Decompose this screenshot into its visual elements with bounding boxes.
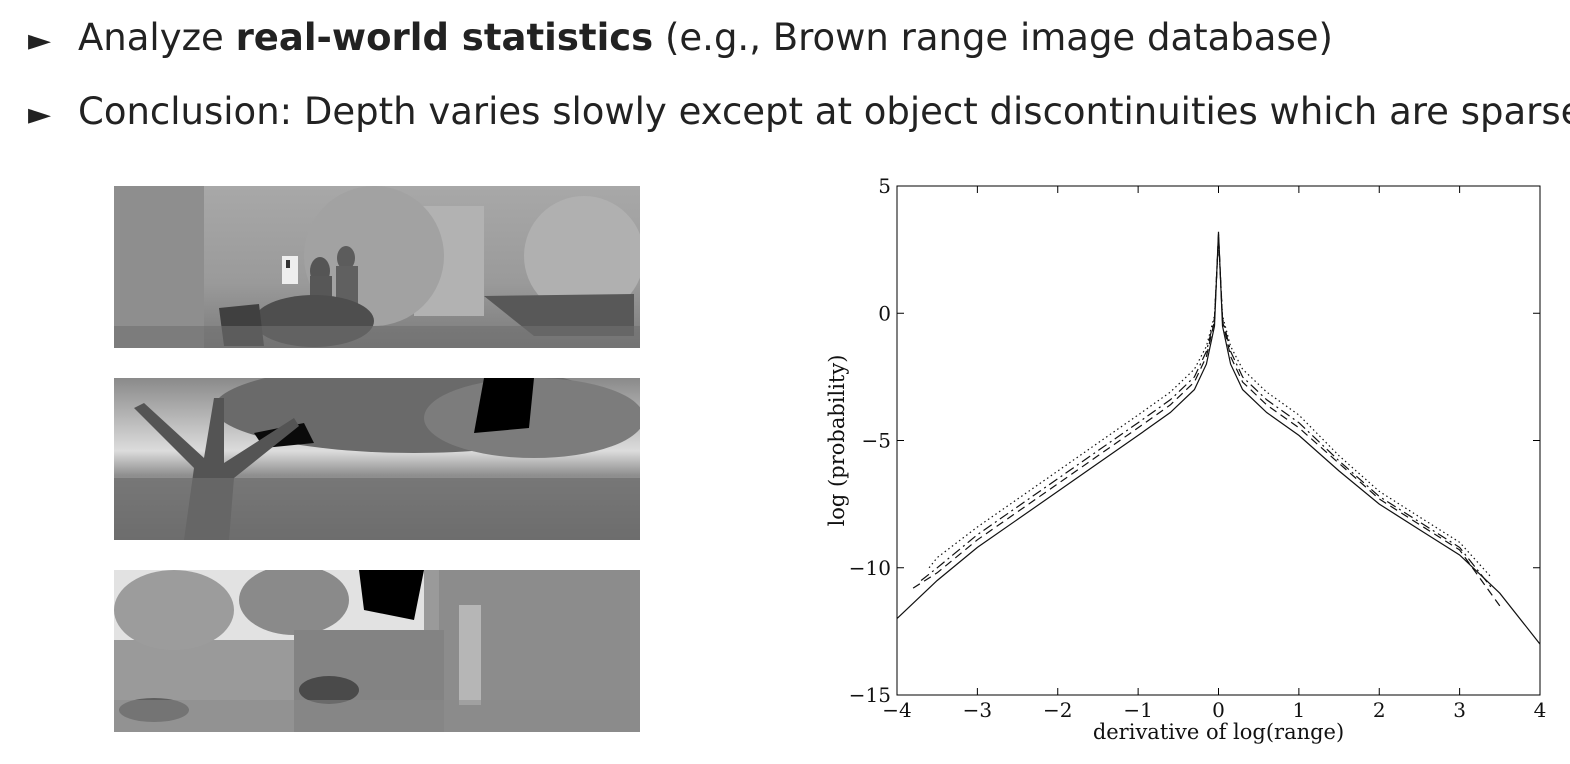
y-tick-label: −10: [849, 556, 891, 580]
series-line-solid: [896, 231, 1541, 645]
x-tick-label: 0: [1212, 698, 1225, 722]
x-tick-label: 3: [1453, 698, 1466, 722]
x-tick-label: −4: [882, 698, 911, 722]
x-tick-label: −1: [1123, 698, 1152, 722]
depth-image-indoor: [114, 186, 640, 348]
depth-image-tree: [114, 378, 640, 540]
y-tick-label: 5: [878, 176, 891, 198]
series-line-dashdot: [920, 236, 1493, 589]
y-axis-label: log (probability): [825, 355, 849, 527]
y-tick-label: −15: [849, 683, 891, 707]
bullet-text-after: (e.g., Brown range image database): [653, 16, 1333, 59]
series-line-dotted: [928, 239, 1493, 579]
chart: −15 −10 −5 0 5 −4 −3 −2 −1 0 1 2 3 4 derivative of l…: [820, 174, 1560, 760]
bullet-analyze: ► Analyze real-world statistics (e.g., Br…: [28, 16, 1333, 63]
bullet-text: Conclusion: Depth varies slowly except a…: [78, 90, 1570, 133]
x-axis-label: derivative of log(range): [1093, 720, 1344, 744]
x-tick-label: −3: [963, 698, 992, 722]
series-line-dashed: [912, 234, 1501, 607]
bullet-conclusion: ► Conclusion: Depth varies slowly except …: [28, 90, 1570, 137]
bullet-arrow-icon: ►: [28, 97, 52, 132]
bullet-text-before: Analyze: [78, 16, 236, 59]
y-tick-label: −5: [862, 429, 891, 453]
x-tick-label: 1: [1293, 698, 1306, 722]
y-tick-label: 0: [878, 301, 891, 325]
x-tick-label: 2: [1373, 698, 1386, 722]
plot-area: [896, 185, 1541, 696]
bullet-text-bold: real-world statistics: [235, 16, 654, 59]
x-tick-label: 4: [1534, 698, 1547, 722]
bullet-arrow-icon: ►: [28, 23, 52, 58]
x-tick-label: −2: [1043, 698, 1072, 722]
depth-image-courtyard: [114, 570, 640, 732]
chart-svg: −15−10−505 −4 −3 −2 −1 0 1 2 3 4 derivative of l…: [825, 174, 1547, 744]
